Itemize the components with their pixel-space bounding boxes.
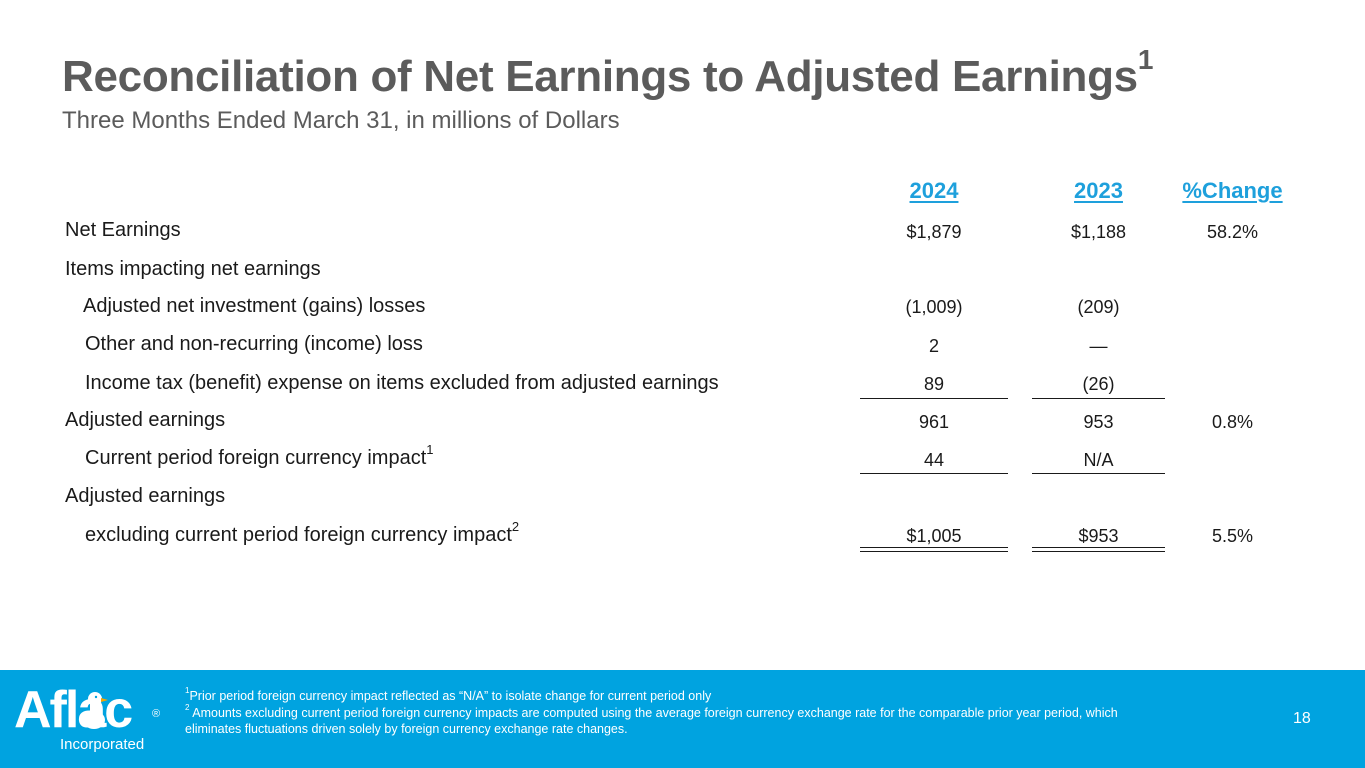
table-row-label: excluding current period foreign currenc… bbox=[85, 519, 520, 546]
table-cell-2023: $953 bbox=[1078, 526, 1119, 546]
table-row-label: Current period foreign currency impact1 bbox=[85, 442, 434, 469]
row-footnote-marker: 2 bbox=[511, 519, 520, 534]
footer-bar bbox=[0, 670, 1365, 768]
footnote-1: 1Prior period foreign currency impact re… bbox=[185, 686, 712, 704]
logo-subtitle: Incorporated bbox=[60, 736, 145, 753]
table-cell-2024: 961 bbox=[918, 412, 950, 432]
table-cell-2024: 89 bbox=[923, 374, 945, 394]
table-cell-2023: N/A bbox=[1083, 450, 1114, 470]
table-cell-pct: 0.8% bbox=[1211, 412, 1254, 432]
table-cell-2024: $1,005 bbox=[906, 526, 962, 546]
title-footnote-marker: 1 bbox=[1137, 44, 1154, 75]
table-cell-2024: 2 bbox=[928, 336, 939, 356]
table-row-label: Net Earnings bbox=[65, 219, 181, 241]
table-cell-pct: 58.2% bbox=[1206, 222, 1259, 242]
subtotal-rule-2023 bbox=[1032, 473, 1165, 474]
table-cell-2024: 44 bbox=[923, 450, 945, 470]
footnotes: 1Prior period foreign currency impact re… bbox=[185, 686, 1165, 738]
table-cell-2024: $1,879 bbox=[906, 222, 962, 242]
subtotal-rule-2024 bbox=[860, 398, 1008, 399]
table-row-label: Adjusted net investment (gains) losses bbox=[83, 295, 426, 317]
row-footnote-marker: 1 bbox=[426, 442, 434, 457]
table-cell-2023: (209) bbox=[1077, 297, 1120, 317]
total-double-rule-2024 bbox=[860, 551, 1008, 552]
table-cell-pct: 5.5% bbox=[1211, 526, 1254, 546]
table-row-label: Items impacting net earnings bbox=[65, 258, 321, 280]
table-row-label: Adjusted earnings bbox=[65, 409, 226, 431]
subtotal-rule-2024 bbox=[860, 473, 1008, 474]
company-logo: Aflac ® Incorporated bbox=[14, 682, 164, 754]
table-cell-2023: (26) bbox=[1082, 374, 1115, 394]
table-cell-2023: $1,188 bbox=[1070, 222, 1127, 242]
logo-wordmark: Aflac bbox=[14, 681, 133, 739]
subtotal-rule-2023 bbox=[1032, 398, 1165, 399]
total-double-rule-2023 bbox=[1032, 547, 1165, 548]
page-title: Reconciliation of Net Earnings to Adjust… bbox=[62, 44, 1154, 102]
table-cell-2023: 953 bbox=[1083, 412, 1114, 432]
table-row-label: Income tax (benefit) expense on items ex… bbox=[85, 372, 719, 394]
total-double-rule-2023 bbox=[1032, 551, 1165, 552]
column-header-2024: 2024 bbox=[909, 178, 959, 203]
table-row-label: Other and non-recurring (income) loss bbox=[85, 333, 423, 355]
column-header-2023: 2023 bbox=[1074, 178, 1123, 203]
logo-registered-mark: ® bbox=[152, 708, 161, 720]
table-row-label: Adjusted earnings bbox=[65, 485, 226, 507]
column-header-pct-change: %Change bbox=[1182, 178, 1283, 203]
footnote-2: 2 Amounts excluding current period forei… bbox=[185, 702, 1118, 736]
page-subtitle: Three Months Ended March 31, in millions… bbox=[62, 107, 620, 134]
page-number: 18 bbox=[1293, 710, 1311, 727]
table-cell-2024: (1,009) bbox=[905, 297, 963, 317]
duck-icon bbox=[83, 692, 108, 729]
total-double-rule-2024 bbox=[860, 547, 1008, 548]
table-cell-2023: — bbox=[1089, 336, 1108, 356]
